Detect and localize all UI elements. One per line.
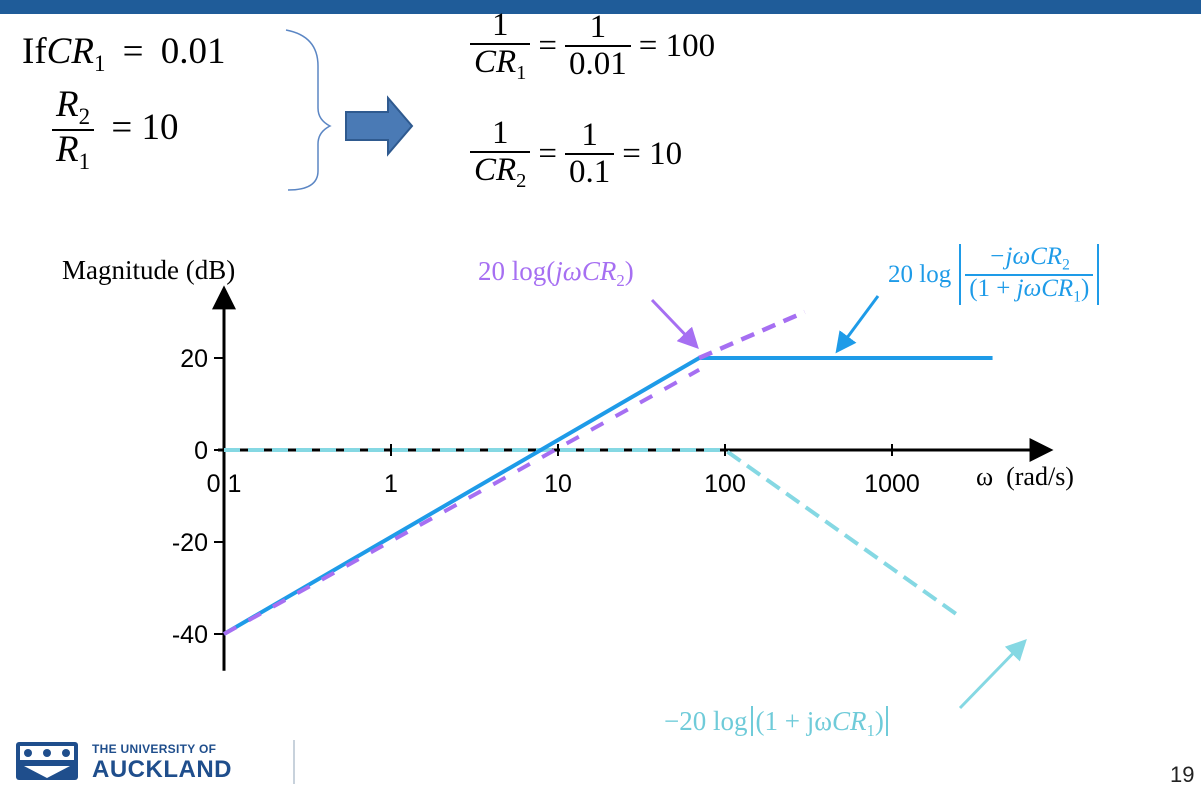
blue-label-den-sub: 1 [1073,288,1081,306]
cyan-label-body: (1 + jω [755,706,832,736]
purple-label-arg: jωCR [555,256,617,286]
frac4-den: 0.1 [565,153,615,190]
one-over-cr1: 1 CR1 [470,7,531,84]
brace-arrow-graphic [285,29,414,191]
cr1-value: 0.01 [160,31,226,72]
frac3-den-sub: 2 [516,169,527,192]
footer-divider [293,740,295,784]
cyan-dashed-series [224,448,960,618]
one-over-cr2: 1 CR2 [470,115,531,192]
logo-line-1: THE UNIVERSITY OF [92,742,217,756]
y-tick-label: -20 [172,529,208,557]
blue-label-num-sub: 2 [1062,256,1070,274]
y-tick-label: 20 [180,345,208,373]
page-number: 19 [1170,762,1195,787]
y-tick-label: -40 [172,621,208,649]
result-value-100: = 100 [638,27,716,64]
university-crest-icon [16,742,78,780]
cr1-sub: 1 [93,51,106,77]
blue-label-abs: −jωCR2 (1 + jωCR1) [959,243,1100,306]
cyan-label-abs: (1 + jωCR1) [751,706,888,740]
if-word: If [22,31,47,72]
cr1-eq-sign: = [122,31,144,72]
x-tick-label: 1 [384,470,398,498]
x-axis-label: ω (rad/s) [976,462,1074,491]
frac3-num: 1 [491,115,509,151]
r1-var: R [56,129,79,171]
right-arrow-icon [345,95,414,157]
purple-series-label: 20 log(jωCR2) [478,256,634,291]
result-line-2: 1 CR2 = 1 0.1 = 10 [470,116,682,192]
blue-label-den-var: jωCR [1016,274,1074,302]
result-value-10: = 10 [622,135,683,172]
x-tick-label: 100 [704,470,746,498]
cyan-label-sub: 1 [866,720,875,740]
blue-label-den-post: ) [1080,274,1090,302]
given-cr1-equation: IfCR1 = 0.01 [22,30,226,77]
blue-label-den-pre: (1 + [969,274,1017,302]
university-logo: THE UNIVERSITY OF AUCKLAND [14,738,264,784]
r2-over-r1: R2 R1 [52,84,95,175]
frac2-den: 0.01 [565,45,631,82]
blue-label-num: −jωCR [988,243,1063,270]
given-ratio-equation: R2 R1 = 10 [52,84,179,175]
eq-sign-2: = [538,135,558,172]
y-tick-label: 0 [194,437,208,465]
r2-var: R [56,84,79,125]
cr1-var: CR [46,31,94,72]
purple-series-extension [698,309,806,361]
header-bar [0,0,1201,14]
purple-callout-arrow [650,298,699,350]
frac3-den-var: CR [474,151,517,188]
frac2-num: 1 [589,9,607,46]
x-tick-label: 1000 [864,470,920,498]
purple-label-prefix: 20 log( [478,256,556,286]
logo-line-2: AUCKLAND [92,756,232,783]
purple-label-sub: 2 [616,270,625,290]
r2-sub: 2 [78,104,91,130]
frac1-den-var: CR [474,43,517,80]
blue-callout-arrow [835,295,880,354]
result-line-1: 1 CR1 = 1 0.01 = 100 [470,8,715,84]
frac1-den-sub: 1 [516,61,527,84]
cyan-series-label: −20 log (1 + jωCR1) [664,706,888,741]
purple-series-overlay [223,368,701,636]
r1-sub: 1 [78,149,91,175]
blue-series-label: 20 log −jωCR2 (1 + jωCR1) [888,243,1100,306]
x-tick-label: 0.1 [207,470,242,498]
frac1-num: 1 [491,7,509,43]
eq-sign-1: = [538,27,558,64]
cyan-label-suffix: ) [874,706,884,736]
x-tick-label: 10 [544,470,572,498]
cyan-callout-arrow [958,638,1027,710]
frac4-num: 1 [581,117,598,154]
ratio-value: = 10 [111,106,179,148]
right-brace-icon [285,29,332,191]
blue-label-prefix: 20 log [888,260,952,288]
y-axis-label: Magnitude (dB) [62,255,236,285]
cyan-label-prefix: −20 log [664,706,748,736]
one-over-01: 1 0.1 [565,117,615,190]
purple-label-suffix: ) [624,256,634,286]
one-over-001: 1 0.01 [565,10,631,81]
cyan-label-var: CR [831,706,867,736]
